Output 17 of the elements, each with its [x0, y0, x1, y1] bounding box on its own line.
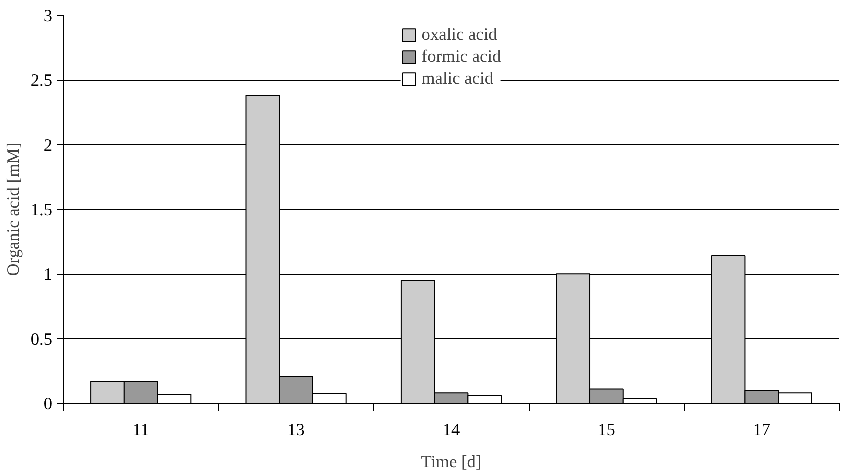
- legend-label: malic acid: [422, 69, 494, 89]
- y-tick-label: 1: [44, 265, 53, 284]
- y-tick-label: 0: [44, 394, 53, 414]
- x-tick-label: 14: [442, 420, 460, 440]
- x-tick-label: 13: [288, 420, 305, 440]
- y-tick-label: 1.5: [30, 200, 53, 220]
- legend-label: formic acid: [422, 47, 502, 67]
- legend-label: oxalic acid: [422, 25, 498, 45]
- y-axis-title: Organic acid [mM]: [4, 142, 23, 276]
- y-tick-label: 0.5: [30, 330, 53, 349]
- x-tick-label: 17: [753, 420, 771, 440]
- y-tick-label: 2.5: [30, 71, 53, 90]
- x-tick-label: 11: [132, 420, 150, 440]
- y-tick-label: 3: [44, 6, 53, 26]
- x-tick-label: 15: [598, 420, 616, 440]
- y-tick-label: 2: [44, 136, 53, 155]
- x-axis-title: Time [d]: [421, 452, 482, 472]
